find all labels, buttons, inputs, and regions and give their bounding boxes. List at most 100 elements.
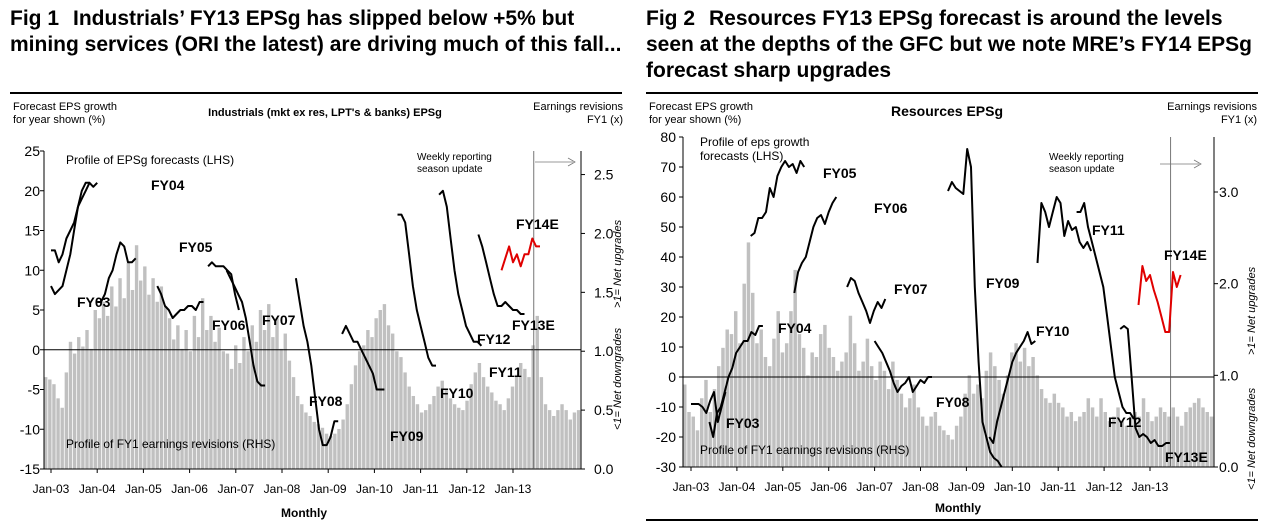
figure-2-revision-bar — [1099, 398, 1103, 467]
figure-1-revision-bar — [267, 304, 271, 469]
figure-1-left-tick-label: 0 — [32, 342, 40, 358]
figure-1-revision-bar — [419, 412, 424, 469]
figure-1-left-tick-label: -5 — [28, 382, 41, 398]
figure-2-label-fy10: FY10 — [1036, 323, 1070, 339]
figure-2-revision-bar — [1005, 375, 1010, 467]
figure-1-revision-bar — [110, 286, 114, 469]
figure-2-line-fy11 — [1036, 196, 1093, 264]
figure-1-revision-bar — [519, 363, 523, 469]
figure-1-revision-bar — [510, 386, 515, 469]
figure-2-revision-bar — [840, 361, 844, 467]
figure-2-revision-bar — [733, 311, 738, 467]
figure-1-left-tick-label: 15 — [24, 223, 40, 239]
figure-2-revision-bar — [1022, 347, 1027, 467]
figure-2-top-rule — [646, 92, 1258, 94]
figure-1-revision-bar — [295, 395, 300, 469]
figure-2-revision-bar — [1073, 421, 1078, 467]
figure-1-revision-bar — [105, 315, 110, 469]
figure-1-x-tick-label: Jan-12 — [448, 482, 485, 496]
figure-2-revision-bar — [1163, 412, 1167, 467]
figure-1-right-tick-label: 2.5 — [594, 167, 614, 183]
figure-1-line-profile-label: Profile of EPSg forecasts (LHS) — [66, 153, 234, 167]
figure-2-x-tick-label: Jan-13 — [1132, 480, 1169, 494]
figure-1-right-tick-label: 1.0 — [594, 343, 614, 359]
figure-1-revision-bar — [287, 360, 292, 469]
figure-2-revision-bar — [759, 329, 763, 467]
figure-1-revision-bar — [172, 339, 176, 469]
figure-1-weekly-label-line2: season update — [417, 164, 483, 175]
figure-1-left-axis-title-line1: Forecast EPS growth — [13, 101, 117, 113]
figure-1-x-tick-label: Jan-03 — [33, 482, 70, 496]
figure-1-revision-bar — [370, 337, 374, 469]
figure-2-revision-bar — [861, 361, 865, 467]
figure-2-revision-bar — [1090, 407, 1095, 467]
figure-1-revision-bar — [196, 337, 201, 469]
figure-1-revision-bar — [395, 351, 399, 469]
figure-1-revision-bar — [349, 384, 354, 469]
figure-2-weekly-arrowhead — [1193, 159, 1202, 169]
figure-2-revision-bar — [1120, 421, 1125, 467]
figure-1-revision-bar — [547, 410, 552, 469]
figure-1-subtitle: Industrials (mkt ex res, LPT's & banks) … — [208, 107, 442, 119]
figure-2-bars — [683, 242, 1214, 467]
figure-2-revision-bar — [683, 384, 687, 467]
figure-2-revision-bar — [903, 407, 908, 467]
figure-1-revision-bar — [440, 380, 444, 469]
figure-2-bar-profile-label: Profile of FY1 earnings revisions (RHS) — [700, 443, 909, 457]
figure-1-revision-bar — [424, 410, 428, 469]
figure-1-revision-bar — [535, 315, 539, 469]
figure-1-label-fy05: FY05 — [179, 239, 213, 255]
figure-1-revision-bar — [147, 294, 151, 469]
figure-1-revision-bar — [275, 318, 279, 469]
figure-2-revision-bar — [721, 347, 725, 467]
figure-1-revision-bar — [234, 345, 238, 469]
figure-2-label-fy12: FY12 — [1108, 414, 1142, 430]
figure-1-revision-bar — [60, 407, 64, 469]
figure-1-revision-bar — [308, 416, 312, 469]
figure-2-revision-bar — [810, 352, 814, 467]
figure-2-left-tick-label: 40 — [660, 249, 676, 265]
figure-1-revision-bar — [205, 330, 209, 469]
figure-2-net-upgrades-label: >1= Net upgrades — [1246, 266, 1258, 355]
figure-1-revision-bar — [506, 398, 511, 469]
figure-2-revision-bar — [1056, 402, 1061, 467]
figure-1-revision-bar — [229, 368, 234, 469]
figure-1-x-tick-label: Jan-10 — [356, 482, 393, 496]
figure-2-title-text: Resources FY13 EPSg forecast is around t… — [646, 7, 1252, 82]
figure-2-left-tick-label: -10 — [656, 399, 676, 415]
figure-1-revision-bar — [283, 333, 287, 469]
figure-2-revision-bar — [1205, 412, 1209, 467]
figure-2-revision-bar — [1086, 398, 1091, 467]
figure-2-left-tick-label: 80 — [660, 129, 676, 145]
figure-1-line-fy05 — [97, 241, 137, 303]
figure-2-revision-bar — [797, 334, 802, 467]
figure-2-right-axis-title-line1: Earnings revisions — [1167, 101, 1257, 113]
figure-2-revision-bar — [725, 329, 729, 467]
figure-2-right-axis-title-line2: FY1 (x) — [1221, 114, 1257, 126]
figure-2-x-tick-label: Jan-06 — [810, 480, 847, 494]
figure-1-x-tick-label: Jan-09 — [310, 482, 347, 496]
figure-1-bars — [44, 245, 581, 469]
figure-2-revision-bar — [1167, 416, 1171, 467]
figure-2-revision-bar — [1044, 398, 1048, 467]
figure-1-revision-bar — [114, 306, 118, 469]
figure-2-line-fy10 — [988, 331, 1036, 444]
figure-2-revision-bar — [789, 311, 793, 467]
figure-2-revision-bar — [1129, 416, 1133, 467]
figure-2-revision-bar — [988, 352, 993, 467]
figure-2-right-tick-label: 2.0 — [1219, 276, 1239, 292]
figure-1-revision-bar — [390, 333, 395, 469]
figure-1-revision-bar — [139, 280, 143, 469]
figure-1-revision-bar — [469, 384, 473, 469]
figure-2-right-tick-label: 0.0 — [1219, 459, 1239, 475]
figure-2-line-fy13e — [1119, 325, 1170, 447]
figure-2-revision-bar — [1112, 416, 1116, 467]
figure-2-revision-bar — [1197, 398, 1201, 467]
figure-1-line-fy07 — [207, 261, 240, 311]
figure-1-revision-bar — [176, 325, 180, 469]
figure-1-revision-bar — [300, 404, 304, 469]
figure-2-revision-bar — [937, 425, 942, 467]
figure-1-revision-bar — [85, 330, 89, 469]
figure-1-revision-bar — [97, 318, 102, 469]
figure-1-label-fy11: FY11 — [489, 364, 522, 380]
